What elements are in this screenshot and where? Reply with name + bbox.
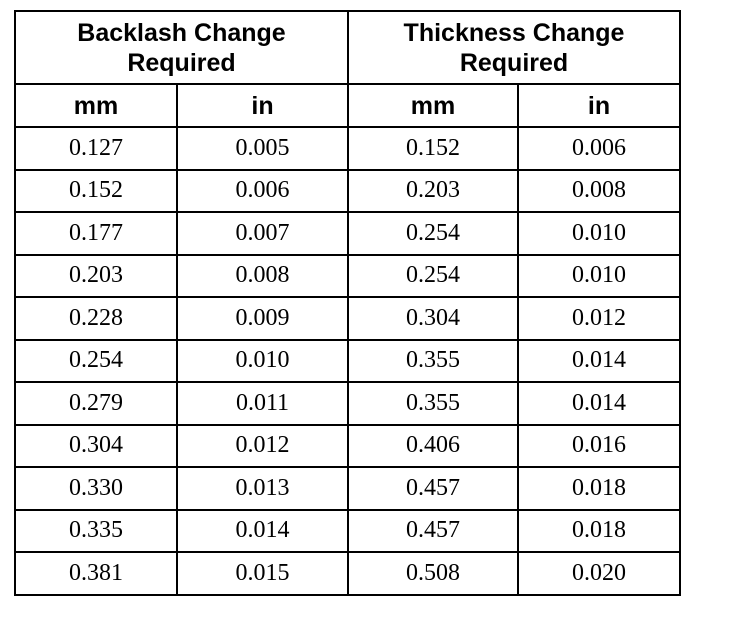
table-cell: 0.006 (176, 168, 349, 213)
table-row: 0.304 0.012 0.406 0.016 (14, 423, 682, 468)
table-cell: 0.203 (14, 253, 178, 298)
table-cell: 0.018 (516, 466, 682, 511)
table-cell: 0.254 (14, 338, 178, 383)
unit-header: mm (14, 83, 178, 128)
table-row: 0.254 0.010 0.355 0.014 (14, 338, 682, 383)
table-cell: 0.010 (516, 211, 682, 256)
table-cell: 0.009 (176, 296, 349, 341)
table-cell: 0.127 (14, 126, 178, 171)
table-cell: 0.177 (14, 211, 178, 256)
table-cell: 0.355 (347, 381, 519, 426)
table-cell: 0.012 (516, 296, 682, 341)
table-cell: 0.006 (516, 126, 682, 171)
table-cell: 0.304 (14, 423, 178, 468)
table-cell: 0.005 (176, 126, 349, 171)
table-cell: 0.355 (347, 338, 519, 383)
table-cell: 0.015 (176, 551, 349, 596)
table-cell: 0.152 (347, 126, 519, 171)
table-row: 0.330 0.013 0.457 0.018 (14, 466, 682, 511)
table-cell: 0.007 (176, 211, 349, 256)
table-cell: 0.457 (347, 508, 519, 553)
table-cell: 0.011 (176, 381, 349, 426)
table-cell: 0.014 (176, 508, 349, 553)
table-cell: 0.008 (176, 253, 349, 298)
table-cell: 0.228 (14, 296, 178, 341)
table-cell: 0.016 (516, 423, 682, 468)
table-cell: 0.008 (516, 168, 682, 213)
table-cell: 0.020 (516, 551, 682, 596)
unit-header: in (516, 83, 682, 128)
table-body: 0.127 0.005 0.152 0.006 0.152 0.006 0.203 0.008… (14, 126, 682, 596)
table-cell: 0.457 (347, 466, 519, 511)
table-cell: 0.335 (14, 508, 178, 553)
table-cell: 0.406 (347, 423, 519, 468)
table-cell: 0.381 (14, 551, 178, 596)
table-row: 0.279 0.011 0.355 0.014 (14, 381, 682, 426)
table-cell: 0.254 (347, 211, 519, 256)
unit-header-row: mm in mm in (14, 83, 682, 128)
table-cell: 0.279 (14, 381, 178, 426)
table-cell: 0.152 (14, 168, 178, 213)
table-cell: 0.203 (347, 168, 519, 213)
table-cell: 0.013 (176, 466, 349, 511)
table-cell: 0.330 (14, 466, 178, 511)
table-cell: 0.014 (516, 338, 682, 383)
table-cell: 0.010 (516, 253, 682, 298)
table-row: 0.203 0.008 0.254 0.010 (14, 253, 682, 298)
table-cell: 0.010 (176, 338, 349, 383)
table-cell: 0.304 (347, 296, 519, 341)
table-row: 0.228 0.009 0.304 0.012 (14, 296, 682, 341)
table-row: 0.335 0.014 0.457 0.018 (14, 508, 682, 553)
unit-header: mm (347, 83, 519, 128)
table-row: 0.127 0.005 0.152 0.006 (14, 126, 682, 171)
group-header: Thickness Change Required (346, 10, 682, 85)
table-row: 0.152 0.006 0.203 0.008 (14, 168, 682, 213)
backlash-table: Backlash Change Required Thickness Chang… (14, 10, 682, 596)
table-row: 0.177 0.007 0.254 0.010 (14, 211, 682, 256)
table-cell: 0.014 (516, 381, 682, 426)
group-header-row: Backlash Change Required Thickness Chang… (14, 10, 682, 85)
group-header: Backlash Change Required (14, 10, 349, 85)
table-cell: 0.012 (176, 423, 349, 468)
table-cell: 0.508 (347, 551, 519, 596)
table-cell: 0.254 (347, 253, 519, 298)
unit-header: in (176, 83, 349, 128)
table-cell: 0.018 (516, 508, 682, 553)
table-row: 0.381 0.015 0.508 0.020 (14, 551, 682, 596)
